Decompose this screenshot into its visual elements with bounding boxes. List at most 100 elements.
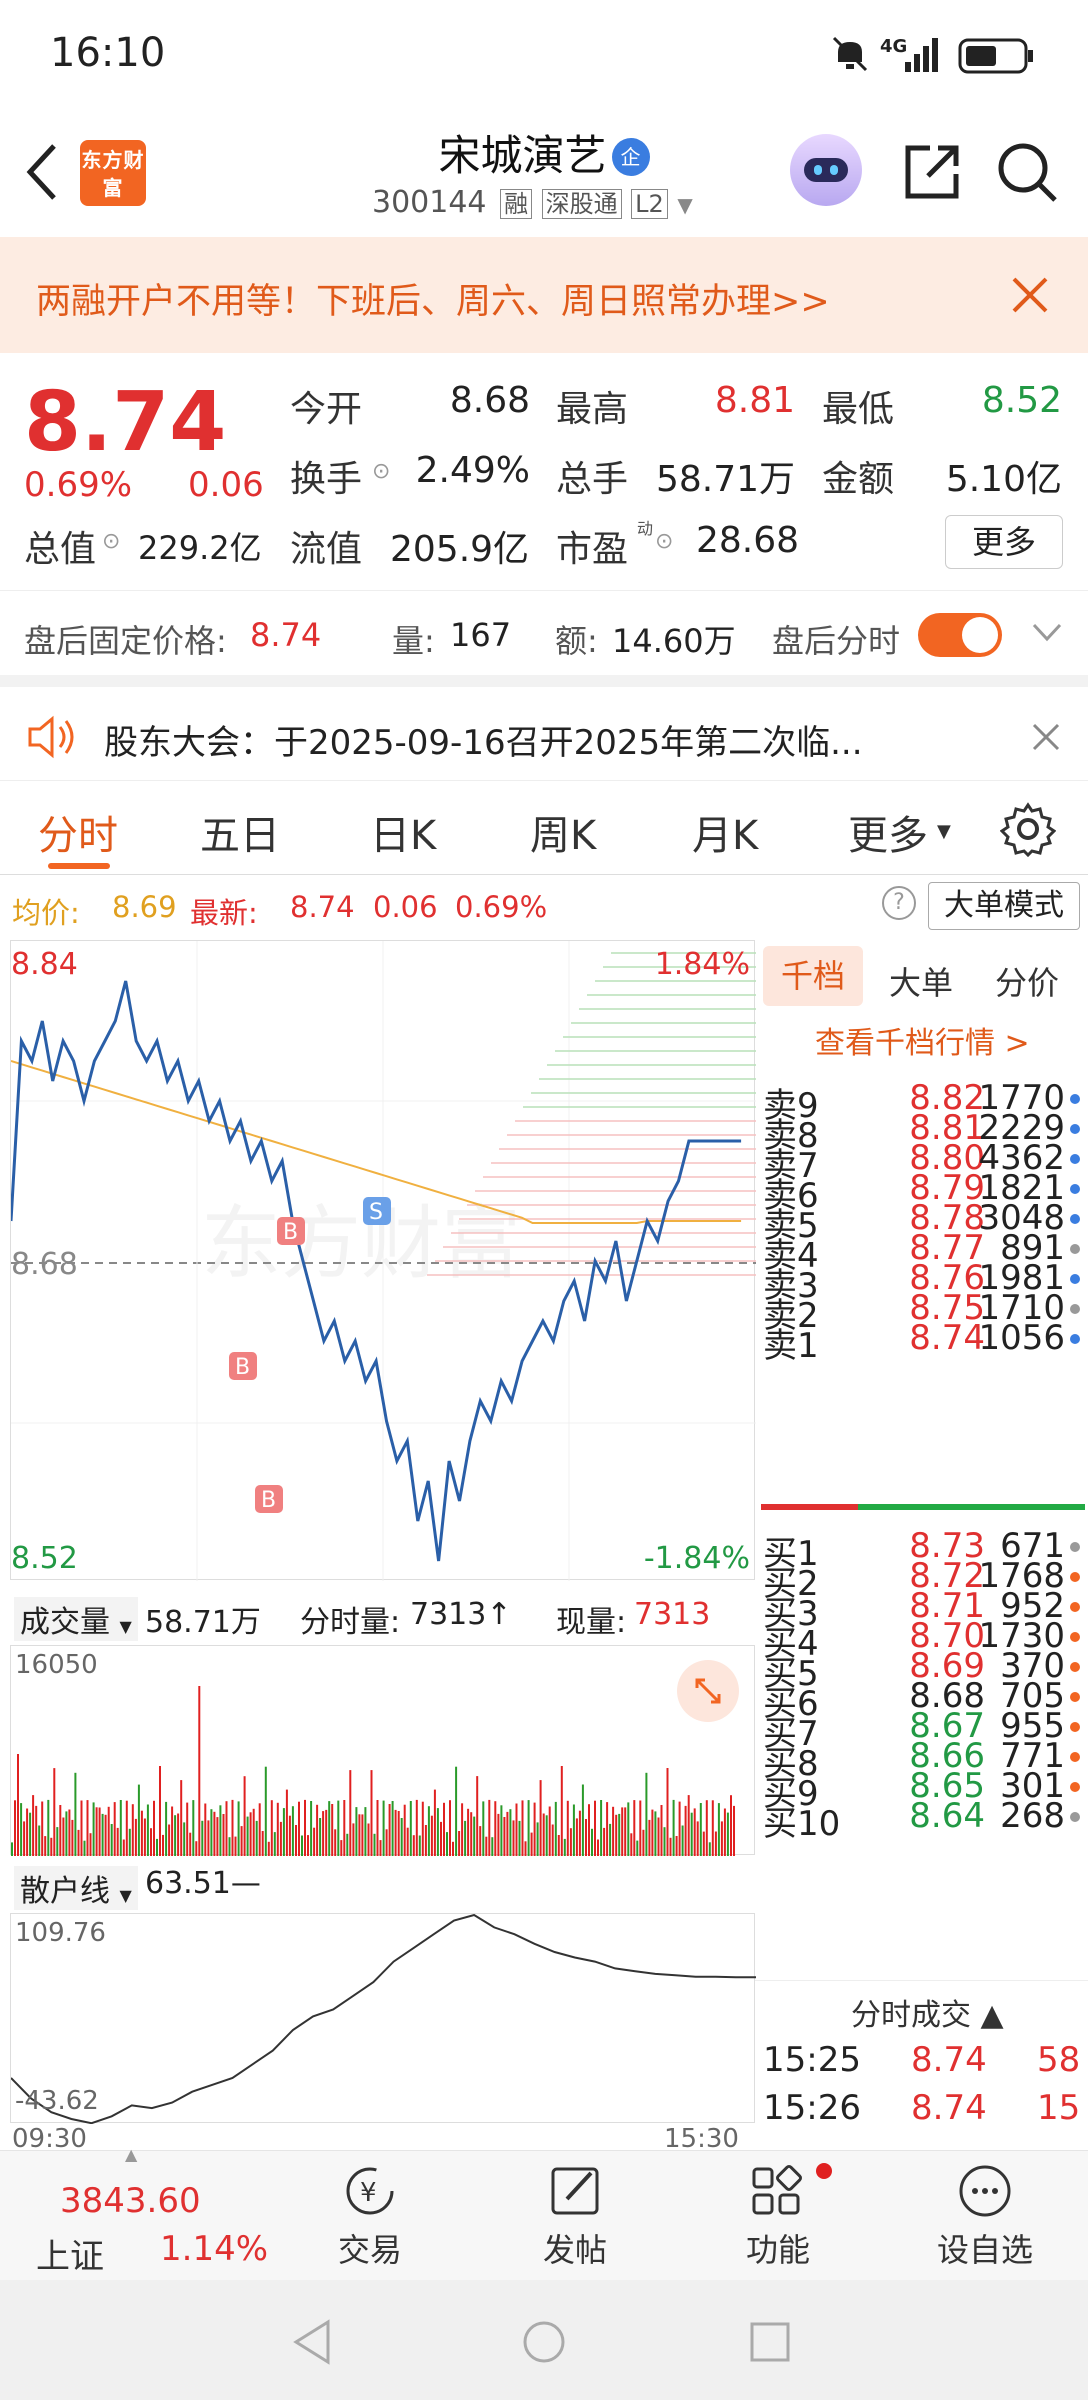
ask-row[interactable]: 卖9 8.82 1770 [755,1078,1088,1126]
bid-row[interactable]: 买3 8.71 952 [755,1586,1088,1634]
info-icon[interactable]: ⊙ [655,529,674,554]
volume-bar [730,1795,732,1856]
tab-daily-k[interactable]: 日K [370,813,437,859]
low-value: 8.52 [981,380,1062,421]
level-price: 8.64 [909,1796,985,1836]
recents-nav-icon[interactable] [748,2320,792,2364]
tab-monthly-k[interactable]: 月K [692,813,759,859]
level-name: 卖6 [763,1176,819,1216]
tab-thousand-levels[interactable]: 千档 [763,946,863,1006]
trades-title[interactable]: 分时成交 ▲ [851,1998,1004,2033]
info-icon[interactable]: ⊙ [372,459,391,484]
home-nav-icon[interactable] [520,2318,568,2366]
trade-marker[interactable] [255,1485,283,1513]
tab-intraday[interactable]: 分时 [38,813,118,859]
tab-big-orders[interactable]: 大单 [889,964,954,1002]
tab-weekly-k[interactable]: 周K [530,813,597,859]
trade-button[interactable]: ¥ 交易 [310,2161,430,2281]
assistant-robot-icon[interactable] [790,134,862,206]
index-ticker[interactable]: ▲ 3843.60 上证 1.14% [0,2145,268,2281]
latest-value: 8.74 [290,890,355,924]
ask-row[interactable]: 卖8 8.81 2229 [755,1108,1088,1156]
big-order-mode-button[interactable]: 大单模式 [928,882,1080,930]
ask-row[interactable]: 卖3 8.76 1981 [755,1258,1088,1306]
gear-icon[interactable] [1000,801,1056,857]
volume-bar [62,1817,65,1856]
post-button[interactable]: 发帖 [515,2161,635,2281]
volume-bar [134,1818,137,1856]
help-icon[interactable]: ? [882,886,916,920]
bid-row[interactable]: 买8 8.66 771 [755,1736,1088,1784]
bid-row[interactable]: 买9 8.65 301 [755,1766,1088,1814]
bid-row[interactable]: 买10 8.64 268 [755,1796,1088,1844]
retail-selector[interactable]: 散户线 ▼ [14,1866,138,1910]
features-button[interactable]: 功能 [718,2161,838,2281]
intraday-chart[interactable]: 东方财富 B B B S 8.84 8.68 8.52 1.84% -1.84% [10,940,756,1581]
volume-bar [418,1835,421,1856]
trade-marker[interactable] [363,1197,391,1225]
view-levels-link[interactable]: 查看千档行情 > [815,1026,1030,1061]
level-dot [1070,1542,1080,1552]
volume-bar [591,1828,593,1856]
ask-row[interactable]: 卖5 8.78 3048 [755,1198,1088,1246]
close-icon[interactable] [1010,275,1050,315]
ask-row[interactable]: 卖2 8.75 1710 [755,1288,1088,1336]
tag-margin: 融 [500,189,533,219]
expand-icon[interactable] [677,1660,739,1722]
ask-row[interactable]: 卖7 8.80 4362 [755,1138,1088,1186]
tab-more[interactable]: 更多 [848,813,928,859]
search-icon[interactable] [995,140,1059,204]
after-hours-toggle[interactable] [918,613,1002,657]
dropdown-icon[interactable]: ▼ [677,193,693,217]
turnover-value: 2.49% [415,450,530,491]
volume-chart[interactable]: 16050 [10,1645,755,1856]
add-watchlist-button[interactable]: 设自选 [925,2161,1045,2281]
bid-row[interactable]: 买5 8.69 370 [755,1646,1088,1694]
bid-row[interactable]: 买6 8.68 705 [755,1676,1088,1724]
info-icon[interactable]: ⊙ [102,529,121,554]
volume-bar [488,1799,491,1856]
volume-bar [146,1804,149,1856]
tab-five-day[interactable]: 五日 [200,813,280,859]
notice-bar[interactable]: 股东大会：于2025-09-16召开2025年第二次临... [0,675,1088,780]
trade-marker[interactable] [277,1217,305,1245]
trade-marker[interactable] [229,1352,257,1380]
ask-row[interactable]: 卖1 8.74 1056 [755,1318,1088,1366]
bid-row[interactable]: 买7 8.67 955 [755,1706,1088,1754]
tab-price-dist[interactable]: 分价 [995,964,1060,1002]
bid-row[interactable]: 买1 8.73 671 [755,1526,1088,1574]
more-button[interactable]: 更多 [945,515,1063,569]
banner-text[interactable]: 两融开户不用等！下班后、周六、周日照常办理>> [36,282,830,322]
level-dot [1070,1782,1080,1792]
volume-bar [352,1823,355,1856]
back-nav-icon[interactable] [290,2318,334,2366]
volume-bar [603,1827,606,1856]
level-price: 8.74 [909,1318,985,1358]
retail-line-chart[interactable]: 109.76 -43.62 [10,1913,756,2124]
volume-bar [687,1795,690,1856]
volume-selector[interactable]: 成交量 ▼ [14,1597,138,1641]
ask-row[interactable]: 卖6 8.79 1821 [755,1168,1088,1216]
share-icon[interactable] [900,140,964,204]
chevron-down-icon[interactable] [1030,621,1064,645]
volume-bar [530,1832,533,1856]
app-logo[interactable]: 东方财富 [80,140,146,206]
chevron-up-icon[interactable]: ▲ [125,2145,138,2164]
latest-label: 最新: [190,896,258,930]
bid-row[interactable]: 买4 8.70 1730 [755,1616,1088,1664]
ask-row[interactable]: 卖4 8.77 891 [755,1228,1088,1276]
promo-banner[interactable]: 两融开户不用等！下班后、周六、周日照常办理>> [0,237,1088,353]
dropdown-icon[interactable]: ▼ [937,821,951,842]
volume-bar [322,1811,325,1856]
volume-bar [421,1801,424,1856]
bid-row[interactable]: 买2 8.72 1768 [755,1556,1088,1604]
volume-bar [657,1817,660,1856]
title-block[interactable]: 宋城演艺 企 [0,122,1088,183]
trade-marker-label: S [369,1200,383,1225]
volume-bar [491,1837,494,1856]
notice-text[interactable]: 股东大会：于2025-09-16召开2025年第二次临... [104,723,863,763]
volume-bar [645,1772,648,1856]
close-icon[interactable] [1030,721,1062,753]
back-icon[interactable] [22,142,62,202]
volume-bar [279,1821,282,1856]
